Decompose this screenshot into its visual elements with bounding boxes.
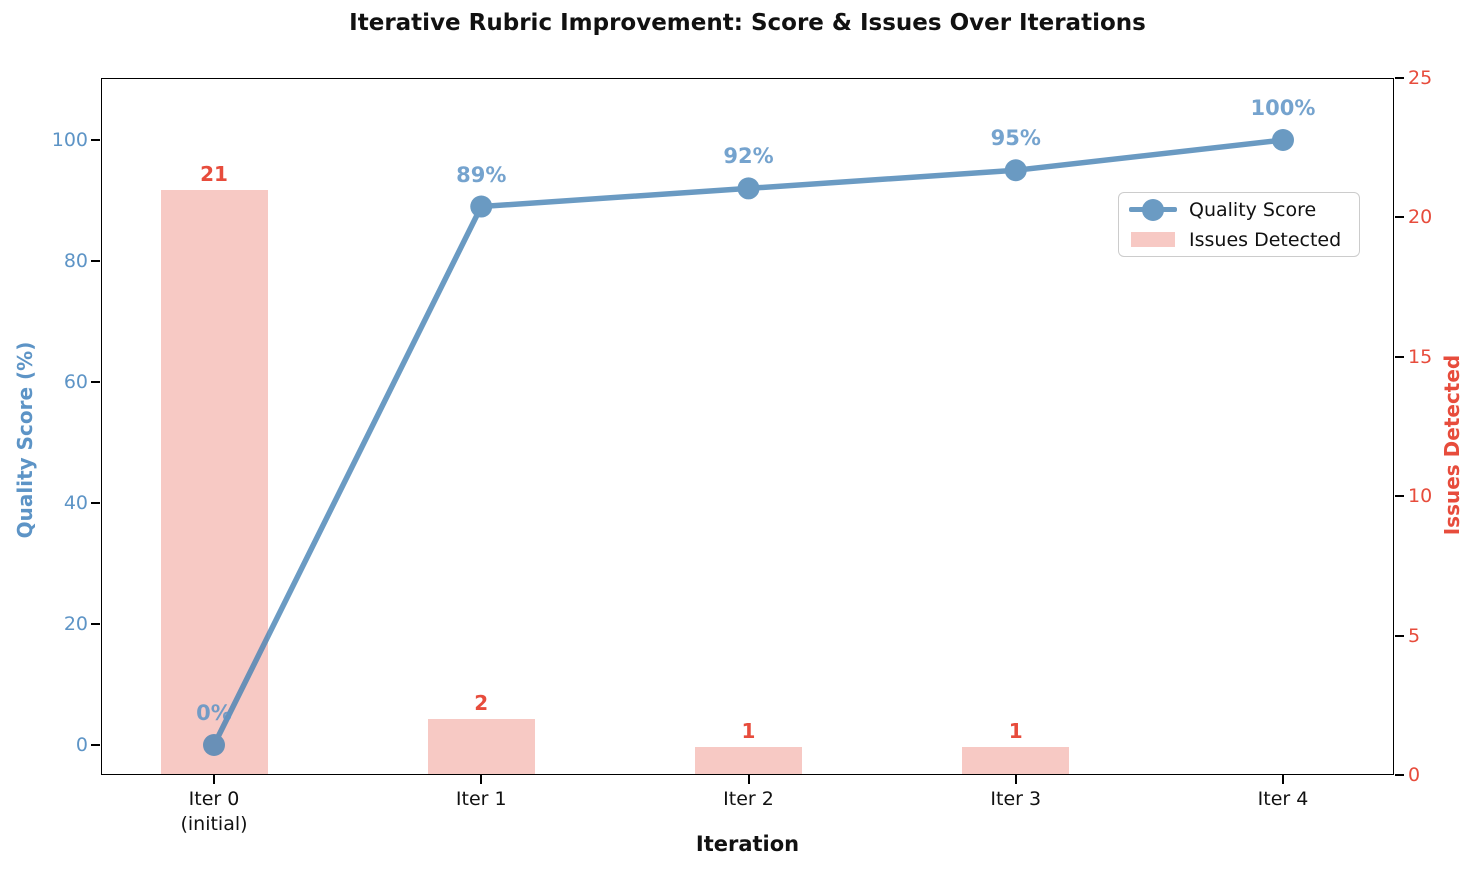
- quality-score-point-label: 92%: [723, 144, 774, 169]
- legend-label-issues-detected: Issues Detected: [1189, 228, 1342, 251]
- right-tick-mark: [1395, 495, 1404, 498]
- right-tick-mark: [1395, 77, 1404, 79]
- quality-score-point: [203, 734, 225, 756]
- left-tick-label: 0: [75, 734, 88, 756]
- x-tick-mark: [1014, 775, 1017, 784]
- left-tick-mark: [91, 260, 100, 262]
- issues-bar-value-label: 1: [741, 719, 756, 744]
- x-tick-mark: [747, 775, 750, 784]
- quality-score-point-label: 95%: [990, 126, 1041, 151]
- quality-score-point-label: 0%: [196, 701, 232, 725]
- left-tick-label: 80: [63, 250, 88, 272]
- x-tick-mark: [213, 775, 215, 784]
- bar-swatch-patch: [1131, 232, 1175, 247]
- right-tick-label: 5: [1408, 624, 1421, 647]
- x-tick-mark: [480, 775, 483, 784]
- issues-bar-value-label: 21: [200, 161, 228, 186]
- right-tick-mark: [1395, 774, 1404, 776]
- legend-label-quality-score: Quality Score: [1189, 198, 1317, 221]
- right-tick-label: 10: [1408, 485, 1433, 508]
- left-tick-label: 60: [63, 371, 88, 393]
- issues-detected-patch-swatch: [1129, 232, 1177, 247]
- x-tick-label: Iter 3: [990, 788, 1042, 810]
- issues-bar-value-label: 1: [1008, 719, 1023, 744]
- issues-bar-value-label: 2: [474, 691, 489, 716]
- left-tick-label: 40: [63, 492, 88, 514]
- right-tick-mark: [1395, 634, 1404, 637]
- x-tick-label: Iter 2: [723, 788, 774, 810]
- right-tick-mark: [1395, 216, 1404, 219]
- x-tick-label: Iter 1: [455, 788, 507, 810]
- left-tick-mark: [91, 381, 100, 383]
- quality-score-point-label: 89%: [456, 162, 507, 187]
- right-tick-mark: [1395, 355, 1404, 358]
- right-tick-label: 20: [1408, 206, 1433, 229]
- legend: Quality Score Issues Detected: [1118, 192, 1360, 257]
- right-tick-label: 15: [1408, 345, 1433, 368]
- x-tick-label: Iter 0 (initial): [180, 788, 248, 835]
- left-tick-mark: [91, 139, 100, 141]
- issues-bar: [427, 719, 535, 775]
- x-tick-label: Iter 4: [1257, 788, 1309, 810]
- left-tick-label: 20: [63, 613, 88, 635]
- x-axis-label: Iteration: [695, 832, 800, 856]
- left-tick-label: 100: [51, 129, 88, 151]
- issues-bar: [695, 747, 802, 775]
- quality-score-point-label: 100%: [1250, 96, 1316, 120]
- line-swatch-dot: [1142, 198, 1164, 221]
- quality-score-point: [1004, 159, 1027, 182]
- left-tick-mark: [91, 623, 100, 625]
- legend-row-quality-score: Quality Score: [1129, 198, 1349, 222]
- right-tick-label: 0: [1408, 764, 1421, 786]
- legend-row-issues-detected: Issues Detected: [1129, 228, 1349, 252]
- x-tick-mark: [1282, 775, 1284, 784]
- left-tick-mark: [91, 502, 100, 504]
- quality-score-point: [737, 177, 760, 200]
- left-tick-mark: [91, 744, 100, 746]
- issues-bar: [962, 747, 1070, 775]
- chart-title: Iterative Rubric Improvement: Score & Is…: [349, 10, 1146, 36]
- quality-score-point: [1272, 129, 1294, 151]
- quality-score-line-swatch: [1129, 198, 1177, 221]
- right-tick-label: 25: [1408, 67, 1433, 89]
- quality-score-point: [470, 195, 493, 218]
